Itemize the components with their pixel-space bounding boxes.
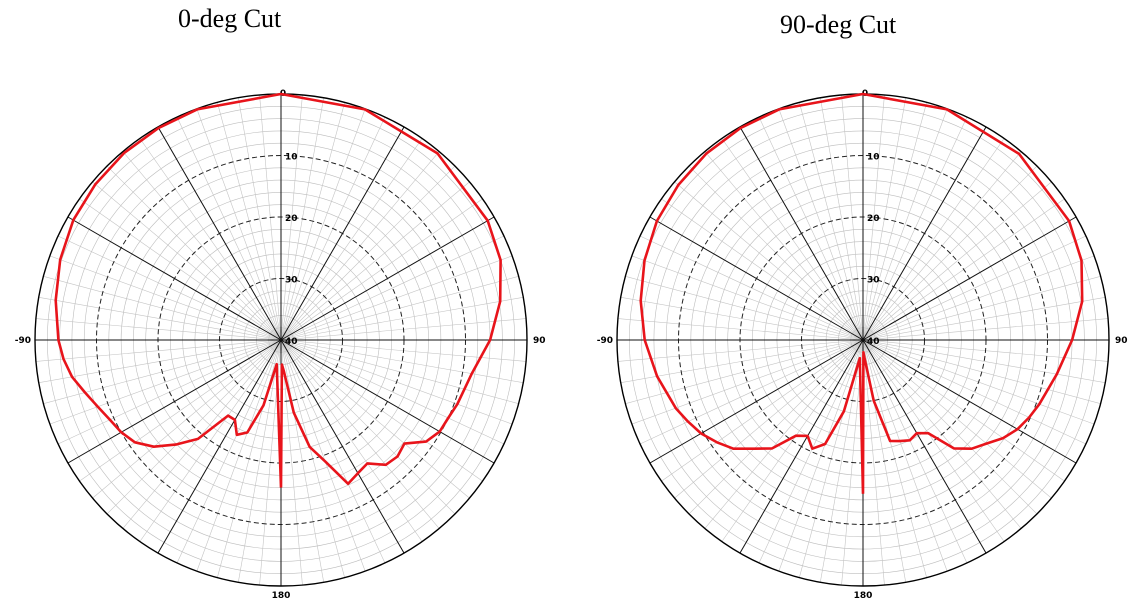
radial-tick-label: 20 [285,214,298,224]
major-spoke [862,339,1077,464]
angle-tick-label: 90 [1115,336,1128,346]
radial-tick-label: 10 [867,153,880,163]
minor-spoke [280,339,524,384]
minor-spoke [862,296,1106,341]
minor-spoke [661,339,864,482]
minor-spoke [79,198,282,341]
major-spoke [862,339,987,554]
major-spoke [649,216,864,341]
radial-tick-label: 40 [867,337,880,347]
radial-tick-label: 30 [867,276,880,286]
minor-spoke [862,339,948,572]
minor-spoke [862,235,1087,341]
minor-spoke [280,181,470,341]
minor-spoke [862,339,1005,542]
minor-spoke [280,138,423,341]
major-spoke [739,339,864,554]
radial-tick-label: 40 [285,337,298,347]
minor-spoke [862,108,948,341]
major-spoke [280,126,405,341]
minor-spoke [758,339,864,564]
minor-spoke [862,94,885,341]
polar-grid [616,93,1110,587]
minor-spoke [704,339,864,529]
minor-spoke [631,339,864,425]
minor-spoke [49,339,282,425]
minor-spoke [862,339,1087,445]
angle-tick-label: -90 [597,336,613,346]
minor-spoke [862,339,1106,384]
minor-spoke [819,339,864,583]
major-spoke [67,216,282,341]
minor-spoke [617,339,864,362]
minor-spoke [280,339,470,499]
pattern-line [54,92,502,488]
minor-spoke [862,339,885,586]
radial-tick-label: 30 [285,276,298,286]
angle-tick-label: 90 [533,336,546,346]
minor-spoke [57,235,282,341]
angle-tick-label: 180 [272,591,291,598]
minor-spoke [176,339,282,564]
minor-spoke [862,138,1005,341]
minor-spoke [49,255,282,341]
minor-spoke [280,235,505,341]
major-spoke [280,216,495,341]
major-spoke [862,126,987,341]
major-spoke [862,216,1077,341]
chart-title-0deg: 0-deg Cut [178,4,282,33]
major-spoke [157,339,282,554]
minor-spoke [620,296,864,341]
major-spoke [280,339,495,464]
minor-spoke [237,97,282,341]
minor-spoke [38,296,282,341]
minor-spoke [704,151,864,341]
minor-spoke [280,94,303,341]
major-spoke [280,339,405,554]
minor-spoke [661,198,864,341]
minor-spoke [35,339,282,362]
minor-spoke [122,151,282,341]
minor-spoke [280,339,423,542]
minor-spoke [862,339,1052,499]
minor-spoke [758,116,864,341]
major-spoke [649,339,864,464]
major-spoke [739,126,864,341]
minor-spoke [862,181,1052,341]
chart-title-90deg: 90-deg Cut [780,10,897,39]
radial-tick-label: 20 [867,214,880,224]
minor-spoke [280,108,366,341]
minor-spoke [639,235,864,341]
minor-spoke [280,296,524,341]
minor-spoke [79,339,282,482]
radial-tick-label: 10 [285,153,298,163]
minor-spoke [280,339,303,586]
minor-spoke [819,97,864,341]
minor-spoke [280,339,505,445]
minor-spoke [280,339,366,572]
major-spoke [67,339,282,464]
angle-tick-label: -90 [15,336,31,346]
angle-tick-label: 180 [854,591,873,598]
pattern-line [639,92,1084,494]
minor-spoke [176,116,282,341]
minor-spoke [237,339,282,583]
minor-spoke [631,255,864,341]
major-spoke [157,126,282,341]
